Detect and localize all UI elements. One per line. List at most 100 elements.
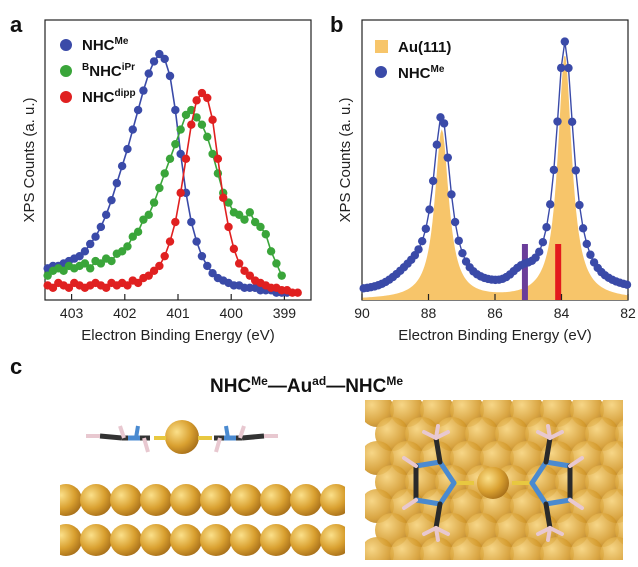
chart-a-x-ticks: 403 402 401 400 399: [60, 294, 296, 321]
chart-a-point: [107, 256, 116, 266]
chart-a-point: [80, 259, 90, 268]
chart-b-point: [454, 236, 463, 245]
h-bond: [568, 498, 584, 510]
ring-bond: [529, 459, 549, 486]
chart-a-point: [272, 259, 281, 268]
ring-bond: [529, 480, 549, 507]
gold-atom: [80, 524, 112, 556]
chart-a-legend-entry: NHCdipp: [82, 88, 136, 106]
panel-label-a: a: [10, 12, 23, 37]
gold-atom: [510, 537, 544, 560]
chart-a-point: [192, 237, 201, 246]
gold-atom: [570, 537, 604, 560]
methyl-bond: [543, 501, 553, 531]
chart-a-point: [176, 188, 185, 198]
gold-atom: [320, 524, 345, 556]
chart-a-legend-marker: [60, 91, 72, 103]
h-bond: [214, 437, 222, 453]
gold-atom: [585, 561, 619, 567]
chart-b-point: [564, 63, 573, 73]
chart-b-point: [582, 239, 591, 249]
gold-atom: [480, 537, 514, 560]
chart-b-point: [553, 117, 562, 126]
gold-atom: [630, 393, 638, 427]
ring-bond: [543, 459, 573, 469]
methyl-bond: [543, 435, 553, 465]
chart-a-point: [245, 271, 255, 280]
chart-b-point: [421, 224, 431, 233]
chart-b-x-tick-label: 88: [421, 305, 437, 321]
chart-a-point: [176, 125, 185, 134]
chart-a-point: [133, 105, 143, 115]
chart-a-point: [293, 288, 302, 297]
chart-a-point: [250, 217, 260, 227]
chart-a-point: [203, 93, 212, 103]
panel-label-c: c: [10, 354, 22, 379]
chart-b-x-tick-label: 90: [354, 305, 370, 321]
gold-atom: [495, 561, 529, 567]
top-view-model: [365, 393, 638, 567]
chart-a-point: [128, 232, 137, 241]
chart-b: 90 88 86 84 82 Electron Binding Energy (eV) …: [337, 19, 636, 344]
gold-atom: [110, 484, 142, 516]
chart-a-point: [229, 244, 239, 254]
chart-a-point: [277, 271, 286, 280]
chart-a-data: [43, 49, 302, 297]
h-bond: [422, 430, 438, 440]
gold-atom: [405, 561, 439, 567]
chart-b-point: [428, 176, 438, 186]
chart-b-legend-entry-au: Au(111): [398, 39, 451, 56]
chart-a-point: [165, 237, 175, 246]
chart-a-point: [149, 198, 159, 207]
chart-a-point: [224, 222, 233, 232]
chart-a-legend-marker: [60, 39, 72, 51]
chart-b-point: [571, 166, 580, 175]
gold-atom: [525, 561, 559, 567]
gold-slab-side: [60, 484, 345, 556]
gold-atom: [630, 537, 638, 567]
gold-atom: [320, 484, 345, 516]
chart-b-point: [542, 223, 551, 232]
chart-a-point: [197, 88, 207, 98]
gold-atom: [80, 484, 112, 516]
chart-a-point: [149, 57, 159, 66]
h-bond: [434, 424, 440, 440]
gold-atom: [170, 524, 202, 556]
n-bond: [224, 425, 230, 439]
gold-atom: [60, 484, 82, 516]
chart-b-point: [567, 117, 577, 127]
h-bond: [548, 430, 564, 440]
chart-a-point: [187, 120, 196, 129]
chart-b-point: [578, 224, 588, 233]
gold-atom: [450, 537, 484, 560]
chart-a-point: [155, 183, 164, 193]
chart-a-point: [197, 120, 207, 129]
chart-b-point: [443, 153, 452, 162]
chart-b-point: [549, 165, 559, 175]
chart-a-point: [64, 283, 74, 293]
gold-atom: [375, 561, 409, 567]
chart-a-point: [133, 278, 143, 288]
chart-a-point: [59, 266, 68, 275]
chart-b-area: [362, 56, 628, 301]
chart-a-point: [208, 269, 217, 278]
chart-a-point: [181, 110, 191, 120]
gold-atom: [420, 537, 454, 560]
chart-b-point: [538, 237, 548, 247]
gold-atom: [290, 484, 322, 516]
chart-a-point: [224, 198, 233, 207]
chart-a-point: [160, 169, 169, 178]
chart-b-x-tick-label: 82: [620, 305, 636, 321]
chart-b-x-label: Electron Binding Energy (eV): [398, 327, 591, 344]
chart-a-point: [91, 232, 100, 241]
chart-b-legend-marker-scatter: [375, 66, 387, 78]
ring-bond: [437, 459, 457, 486]
chart-a-point: [123, 281, 132, 290]
chart-b-point: [425, 205, 434, 214]
chart-a-point: [48, 283, 58, 293]
gold-atom: [390, 537, 424, 560]
chart-b-point: [556, 63, 566, 73]
chart-a-x-label: Electron Binding Energy (eV): [81, 327, 274, 344]
molecule-top: [402, 424, 584, 542]
h-bond: [568, 456, 584, 468]
